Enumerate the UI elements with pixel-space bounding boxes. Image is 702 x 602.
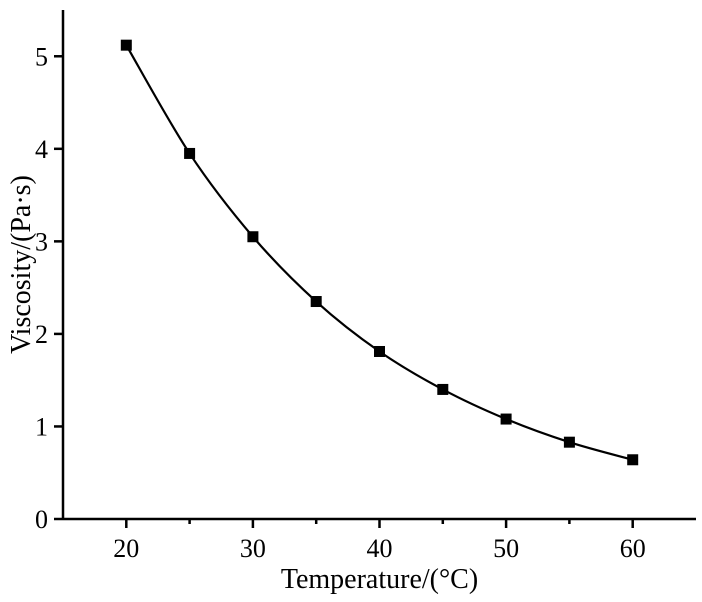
x-tick-label: 60 [620, 534, 646, 563]
y-axis-title: Viscosity/(Pa·s) [6, 175, 37, 354]
y-tick-label: 4 [35, 135, 48, 164]
data-point [627, 454, 639, 466]
x-tick-label: 30 [240, 534, 266, 563]
data-point [184, 147, 196, 159]
data-point [247, 231, 259, 243]
y-tick-label: 2 [35, 320, 48, 349]
x-axis-title: Temperature/(°C) [281, 564, 478, 595]
data-point [437, 383, 449, 395]
x-ticks: 20 30 40 50 60 [113, 519, 646, 563]
x-tick-label: 20 [113, 534, 139, 563]
y-ticks: 0 1 2 3 4 5 [35, 42, 63, 534]
data-point [563, 436, 575, 448]
y-tick-label: 5 [35, 42, 48, 71]
data-point [310, 296, 322, 308]
x-tick-label: 40 [367, 534, 393, 563]
y-tick-label: 0 [35, 505, 48, 534]
data-point [500, 413, 512, 425]
data-point [374, 345, 385, 357]
y-tick-label: 3 [35, 227, 48, 256]
series-group [120, 39, 639, 466]
y-tick-label: 1 [35, 412, 48, 441]
data-point [120, 39, 132, 51]
axes [61, 10, 696, 521]
x-tick-label: 50 [493, 534, 519, 563]
series-line [125, 44, 633, 461]
